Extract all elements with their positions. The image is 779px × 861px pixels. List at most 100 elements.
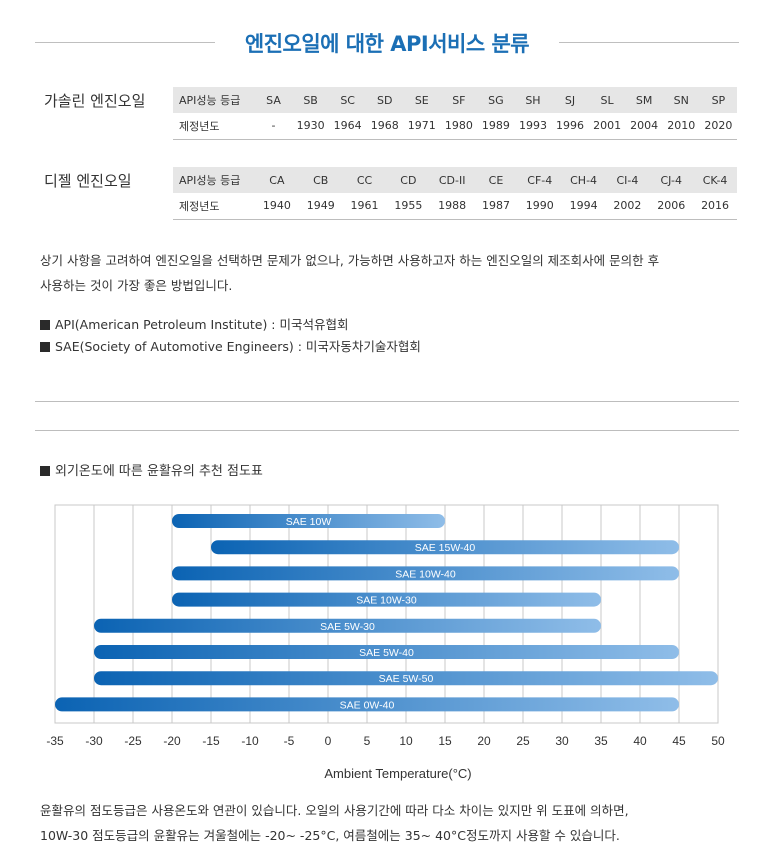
- footer-note-line: 윤활유의 점도등급은 사용온도와 연관이 있습니다. 오일의 사용기간에 따라 …: [40, 803, 629, 818]
- gasoline-grade-row: API성능 등급 SA SB SC SD SE SF SG SH SJ SL SM SN SP: [173, 87, 737, 113]
- x-tick-label: 20: [477, 734, 491, 748]
- range-bar: [172, 514, 445, 528]
- x-axis-label: Ambient Temperature(°C): [324, 766, 471, 781]
- grade-cell: SF: [440, 87, 478, 113]
- gasoline-label: 가솔린 엔진오일: [44, 92, 146, 110]
- section-divider: [35, 401, 739, 402]
- grade-cell: SN: [662, 87, 700, 113]
- x-tick-label: 50: [711, 734, 725, 748]
- x-tick-label: 0: [325, 734, 332, 748]
- grade-cell: CF-4: [517, 167, 562, 193]
- year-cell: 1996: [551, 113, 589, 140]
- grade-cell: CH-4: [561, 167, 606, 193]
- api-definition: API(American Petroleum Institute) : 미국석유…: [40, 314, 349, 333]
- grade-cell: CA: [255, 167, 299, 193]
- year-cell: 1949: [298, 193, 343, 220]
- range-bar: [172, 566, 679, 581]
- year-cell: 1987: [474, 193, 518, 220]
- gasoline-spec-table: API성능 등급 SA SB SC SD SE SF SG SH SJ SL SM SN SP 제정년도…: [173, 87, 737, 140]
- footer-note-line: 10W-30 점도등급의 윤활유는 겨울철에는 -20~ -25°C, 여름철에…: [40, 828, 620, 843]
- year-header-label: 제정년도: [173, 113, 255, 140]
- x-tick-label: 30: [555, 734, 569, 748]
- grade-cell: SC: [329, 87, 367, 113]
- range-bar-label: SAE 5W-30: [320, 621, 375, 633]
- x-tick-label: 45: [672, 734, 686, 748]
- grade-cell: SH: [514, 87, 552, 113]
- sae-definition: SAE(Society of Automotive Engineers) : 미…: [40, 336, 421, 355]
- x-tick-label: -15: [202, 734, 220, 748]
- grade-header-label: API성능 등급: [173, 87, 255, 113]
- x-tick-label: -20: [163, 734, 181, 748]
- year-cell: 2020: [699, 113, 737, 140]
- year-cell: -: [255, 113, 293, 140]
- diesel-grade-row: API성능 등급 CA CB CC CD CD-II CE CF-4 CH-4 CI-4 CJ-4…: [173, 167, 737, 193]
- year-cell: 1930: [292, 113, 330, 140]
- grade-cell: CC: [342, 167, 387, 193]
- range-bar: [172, 592, 601, 607]
- x-tick-label: 25: [516, 734, 530, 748]
- api-definition-text: API(American Petroleum Institute) : 미국석유…: [55, 317, 349, 332]
- range-bar-label: SAE 5W-50: [379, 673, 434, 685]
- section-divider: [35, 430, 739, 431]
- page-title: 엔진오일에 대한 API서비스 분류: [244, 32, 530, 56]
- grade-cell: SG: [477, 87, 515, 113]
- year-cell: 2006: [649, 193, 694, 220]
- grade-cell: SJ: [551, 87, 589, 113]
- year-cell: 1990: [517, 193, 562, 220]
- viscosity-chart: SAE 10W SAE 15W-40 SAE 10W-40 SAE 10W-30 SAE…: [46, 504, 725, 781]
- range-bar-label: SAE 5W-40: [359, 647, 414, 659]
- title-divider-right: [559, 42, 739, 43]
- range-bar-label: SAE 15W-40: [415, 542, 476, 554]
- year-header-label: 제정년도: [173, 193, 255, 220]
- year-cell: 1940: [255, 193, 299, 220]
- year-cell: 2016: [693, 193, 737, 220]
- year-cell: 2010: [662, 113, 700, 140]
- selection-note: 상기 사항을 고려하여 엔진오일을 선택하면 문제가 없으나, 가능하면 사용하…: [40, 248, 659, 298]
- year-cell: 1971: [403, 113, 441, 140]
- title-row: 엔진오일에 대한 API서비스 분류: [35, 22, 739, 62]
- square-bullet-icon: [40, 466, 50, 476]
- range-bar-label: SAE 10W-30: [356, 595, 417, 607]
- footer-note: 윤활유의 점도등급은 사용온도와 연관이 있습니다. 오일의 사용기간에 따라 …: [40, 798, 629, 848]
- x-tick-label: -35: [46, 734, 64, 748]
- grade-cell: CE: [474, 167, 518, 193]
- selection-note-line: 상기 사항을 고려하여 엔진오일을 선택하면 문제가 없으나, 가능하면 사용하…: [40, 253, 660, 268]
- chart-heading: 외기온도에 따른 윤활유의 추천 점도표: [40, 460, 263, 479]
- year-cell: 2004: [625, 113, 663, 140]
- range-bar: [94, 671, 718, 686]
- year-cell: 2002: [605, 193, 650, 220]
- range-bar: [94, 618, 601, 633]
- grade-cell: SB: [292, 87, 330, 113]
- x-tick-label: 35: [594, 734, 608, 748]
- year-cell: 1968: [366, 113, 404, 140]
- grade-cell: CB: [298, 167, 343, 193]
- range-bar: [211, 540, 679, 555]
- grade-cell: SL: [588, 87, 626, 113]
- range-bar: [55, 697, 679, 712]
- x-tick-label: -5: [284, 734, 295, 748]
- year-cell: 2001: [588, 113, 626, 140]
- diesel-spec-table: API성능 등급 CA CB CC CD CD-II CE CF-4 CH-4 CI-4 CJ-4…: [173, 167, 737, 220]
- gasoline-year-row: 제정년도 -1930 1964 1968 1971 1980 1989 1993 1996 20…: [173, 113, 737, 140]
- grade-cell: CK-4: [693, 167, 737, 193]
- sae-definition-text: SAE(Society of Automotive Engineers) : 미…: [55, 339, 421, 354]
- x-tick-label: 40: [633, 734, 647, 748]
- x-tick-label: -30: [85, 734, 103, 748]
- year-cell: 1955: [386, 193, 431, 220]
- grade-cell: SP: [699, 87, 737, 113]
- square-bullet-icon: [40, 320, 50, 330]
- year-cell: 1993: [514, 113, 552, 140]
- year-cell: 1961: [342, 193, 387, 220]
- x-tick-label: -10: [241, 734, 259, 748]
- grade-cell: SA: [255, 87, 293, 113]
- x-tick-label: 5: [364, 734, 371, 748]
- range-bar: [94, 645, 679, 659]
- title-divider-left: [35, 42, 215, 43]
- x-tick-label: 10: [399, 734, 413, 748]
- selection-note-line: 사용하는 것이 가장 좋은 방법입니다.: [40, 278, 233, 293]
- range-bar-label: SAE 0W-40: [340, 699, 395, 711]
- chart-heading-text: 외기온도에 따른 윤활유의 추천 점도표: [55, 464, 263, 479]
- grade-cell: SM: [625, 87, 663, 113]
- grade-cell: CD-II: [430, 167, 475, 193]
- grade-cell: SD: [366, 87, 404, 113]
